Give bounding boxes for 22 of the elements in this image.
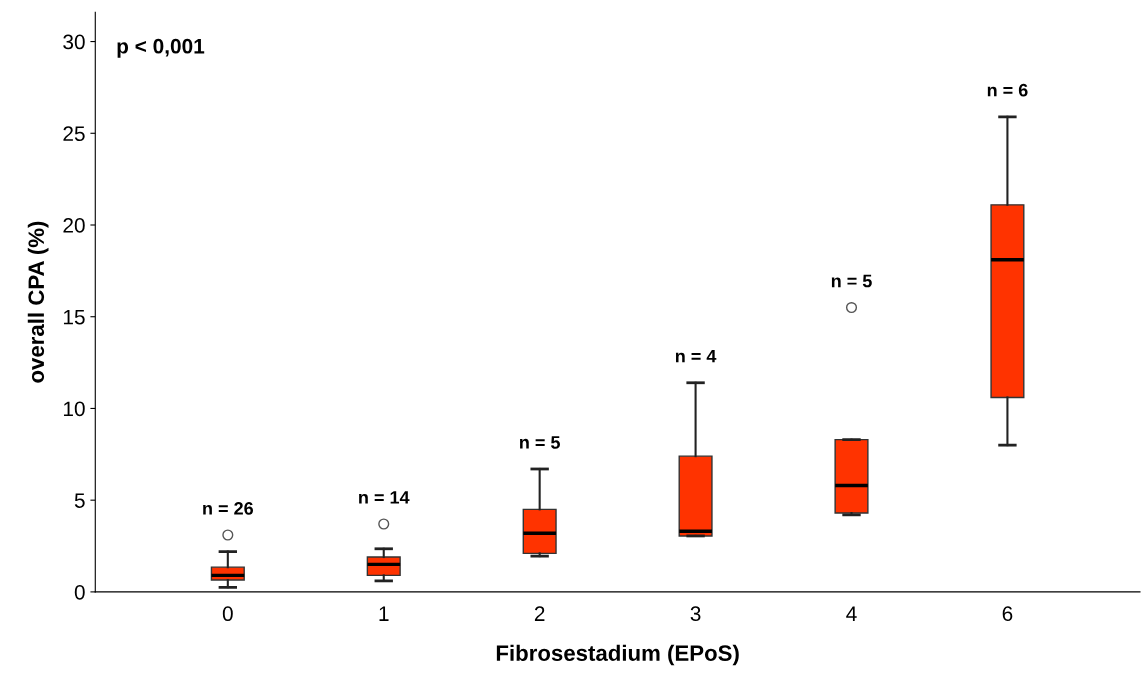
y-tick-label: 25 [63, 126, 85, 142]
x-tick-label: 4 [846, 606, 857, 621]
x-tick-label: 2 [534, 606, 545, 621]
y-tick-label: 0 [74, 584, 85, 600]
y-tick-label: 20 [63, 218, 85, 233]
annotation: p < 0,001 [117, 38, 205, 58]
y-axis-title: overall CPA (%) [27, 221, 49, 383]
y-tick-label: 5 [74, 493, 85, 508]
x-axis-title: Fibrosestadium (EPoS) [496, 644, 739, 666]
x-tick-label: 1 [379, 606, 389, 621]
annotation: n = 5 [831, 274, 872, 288]
annotation: n = 26 [203, 502, 254, 515]
annotation: n = 5 [520, 436, 560, 449]
annotation: n = 14 [359, 491, 410, 504]
x-tick-label: 6 [1002, 606, 1013, 622]
y-tick-label: 15 [63, 309, 85, 325]
y-tick-label: 30 [63, 34, 85, 50]
annotation: n = 6 [987, 83, 1028, 97]
y-tick-label: 10 [63, 401, 85, 417]
annotation: n = 4 [675, 349, 717, 363]
x-tick-label: 3 [690, 606, 701, 622]
x-tick-label: 0 [222, 606, 233, 622]
